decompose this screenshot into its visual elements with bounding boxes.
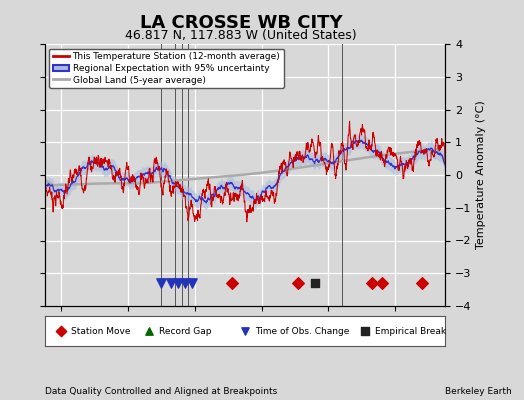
Point [145, 328, 153, 334]
Point [241, 328, 249, 334]
Point [227, 280, 236, 286]
Text: 46.817 N, 117.883 W (United States): 46.817 N, 117.883 W (United States) [125, 29, 357, 42]
Text: Record Gap: Record Gap [159, 326, 211, 336]
Point [187, 280, 195, 286]
Point [294, 280, 302, 286]
Legend: This Temperature Station (12-month average), Regional Expectation with 95% uncer: This Temperature Station (12-month avera… [49, 48, 284, 88]
Point [57, 328, 65, 334]
Point [361, 328, 369, 334]
Point [311, 280, 319, 286]
Point [181, 280, 189, 286]
Text: Empirical Break: Empirical Break [375, 326, 446, 336]
Point [378, 280, 386, 286]
Text: Time of Obs. Change: Time of Obs. Change [255, 326, 350, 336]
Point [368, 280, 376, 286]
Point [418, 280, 426, 286]
Text: Station Move: Station Move [71, 326, 130, 336]
Point [167, 280, 176, 286]
Text: Data Quality Controlled and Aligned at Breakpoints: Data Quality Controlled and Aligned at B… [45, 387, 277, 396]
Point [174, 280, 182, 286]
Text: Berkeley Earth: Berkeley Earth [445, 387, 512, 396]
Y-axis label: Temperature Anomaly (°C): Temperature Anomaly (°C) [476, 101, 486, 249]
Point [157, 280, 166, 286]
Text: LA CROSSE WB CITY: LA CROSSE WB CITY [140, 14, 342, 32]
